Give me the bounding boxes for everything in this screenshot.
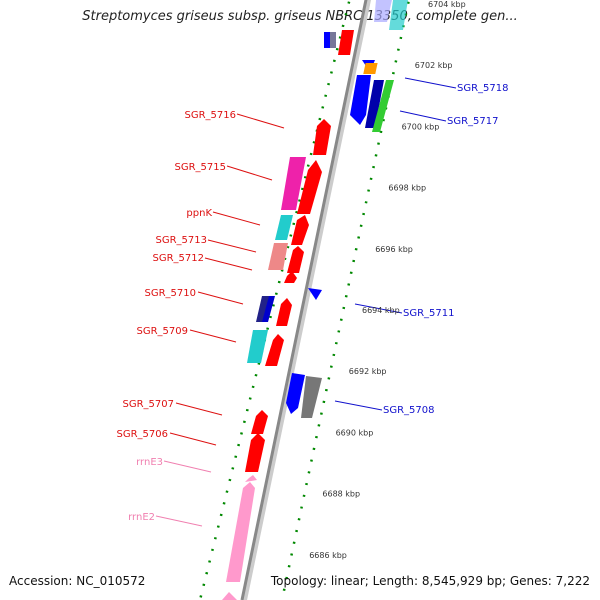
scale-tick-label: 6696 kbp bbox=[375, 245, 413, 254]
gene-top-reverse-1[interactable] bbox=[374, 0, 392, 22]
gene-label-left[interactable]: SGR_5716 bbox=[185, 110, 237, 121]
scale-tick-label: 6690 kbp bbox=[336, 428, 374, 437]
gene-label-left[interactable]: SGR_5712 bbox=[153, 253, 205, 264]
genome-title: Streptomyces griseus subsp. griseus NBRC… bbox=[82, 9, 518, 24]
gene-gray[interactable] bbox=[301, 376, 322, 418]
genome-summary: Topology: linear; Length: 8,545,929 bp; … bbox=[270, 574, 590, 588]
scale-tick-label: 6700 kbp bbox=[402, 122, 440, 131]
scale-tick-label: 6692 kbp bbox=[349, 367, 387, 376]
gene-sgr-5713-cog[interactable] bbox=[268, 243, 288, 270]
gene-sgr-5707[interactable] bbox=[251, 410, 268, 434]
gene-sgr-5718[interactable] bbox=[350, 75, 371, 125]
gene-sgr-5713[interactable] bbox=[287, 246, 304, 273]
gene-label-right[interactable]: SGR_5711 bbox=[403, 308, 455, 319]
left-label-group: SGR_5716 SGR_5715 ppnK SGR_5713 SGR_5712 SGR_… bbox=[117, 110, 237, 523]
scale-tick-group: 6704 kbp 6702 kbp 6700 kbp 6698 kbp 6696 kbp… bbox=[309, 0, 466, 560]
gene-rrnE2[interactable] bbox=[226, 482, 255, 582]
forward-strand-genes bbox=[222, 30, 354, 600]
gene-ppnK-cog[interactable] bbox=[275, 215, 293, 240]
gene-label-right[interactable]: SGR_5708 bbox=[383, 405, 435, 416]
gene-bottom-rrna[interactable] bbox=[222, 592, 237, 600]
gene-top-forward[interactable] bbox=[338, 30, 354, 55]
gene-orange[interactable] bbox=[363, 63, 378, 74]
gene-sgr-5710[interactable] bbox=[276, 298, 292, 326]
scale-tick-label: 6686 kbp bbox=[309, 551, 347, 560]
genome-axis-shadow bbox=[241, 0, 371, 600]
gene-label-left[interactable]: SGR_5709 bbox=[137, 326, 189, 337]
gene-top-reverse-2[interactable] bbox=[389, 0, 408, 30]
scale-tick-label: 6704 kbp bbox=[428, 0, 466, 9]
accession-label: Accession: NC_010572 bbox=[9, 574, 146, 588]
gene-label-left[interactable]: SGR_5710 bbox=[145, 288, 197, 299]
scale-tick-label: 6702 kbp bbox=[415, 61, 453, 70]
gene-label-left[interactable]: ppnK bbox=[186, 208, 212, 219]
gene-sgr-5708[interactable] bbox=[286, 373, 305, 414]
gene-sgr-5715[interactable] bbox=[297, 160, 322, 214]
scale-tick-label: 6698 kbp bbox=[388, 184, 426, 193]
gene-sgr-5715-cog[interactable] bbox=[281, 157, 306, 210]
gene-sgr-5709-cog[interactable] bbox=[247, 330, 268, 363]
genome-axis bbox=[240, 0, 368, 600]
gene-ppnK[interactable] bbox=[291, 215, 309, 245]
reverse-strand-genes bbox=[286, 0, 408, 418]
gene-top-gray-cog[interactable] bbox=[330, 32, 336, 48]
scale-tick-label: 6694 kbp bbox=[362, 306, 400, 315]
gene-sgr-5710-cog-2[interactable] bbox=[262, 296, 275, 322]
gene-rrnE3[interactable] bbox=[245, 475, 257, 482]
gene-sgr-5716[interactable] bbox=[313, 119, 331, 155]
gene-label-right[interactable]: SGR_5717 bbox=[447, 116, 499, 127]
gene-label-left[interactable]: SGR_5707 bbox=[123, 399, 175, 410]
left-scale-track bbox=[198, 0, 351, 600]
gene-label-left[interactable]: SGR_5715 bbox=[175, 162, 227, 173]
gene-sgr-5717[interactable] bbox=[365, 80, 384, 128]
gene-sgr-5709[interactable] bbox=[265, 334, 284, 366]
right-label-group: SGR_5718 SGR_5717 SGR_5711 SGR_5708 bbox=[383, 83, 509, 416]
right-label-leaders bbox=[334, 77, 457, 411]
gene-sgr-5706[interactable] bbox=[245, 433, 265, 472]
gene-label-right[interactable]: SGR_5718 bbox=[457, 83, 509, 94]
gene-label-left[interactable]: rrnE2 bbox=[128, 512, 155, 523]
gene-label-left[interactable]: SGR_5706 bbox=[117, 429, 169, 440]
gene-green[interactable] bbox=[372, 80, 394, 132]
gene-top-blue-cog[interactable] bbox=[324, 32, 330, 48]
gene-sgr-5711[interactable] bbox=[308, 288, 322, 300]
left-label-leaders bbox=[155, 113, 285, 527]
gene-label-left[interactable]: rrnE3 bbox=[136, 457, 163, 468]
scale-tick-label: 6688 kbp bbox=[322, 490, 360, 499]
gene-sgr-5712[interactable] bbox=[284, 271, 297, 283]
gene-label-left[interactable]: SGR_5713 bbox=[156, 235, 208, 246]
